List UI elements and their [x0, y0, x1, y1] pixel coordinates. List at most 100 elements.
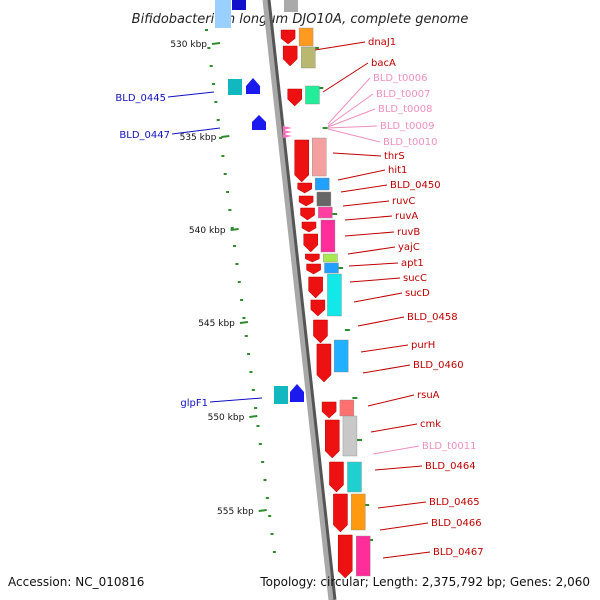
label-leader [353, 292, 403, 303]
label-leader [337, 169, 386, 181]
accession-text: Accession: NC_010816 [8, 575, 144, 589]
label-leader [342, 200, 390, 207]
scale-tick-major [211, 42, 221, 45]
scale-tick-major [221, 135, 230, 138]
gene-label-ruvb: ruvB [397, 227, 420, 238]
gene-block [284, 0, 298, 12]
gene-block [215, 0, 231, 28]
gene-label-purh: purH [411, 340, 435, 351]
gene-label-yajc: yajC [398, 242, 420, 253]
label-leader [379, 522, 429, 531]
gene-block [327, 273, 342, 317]
gene-arrow [301, 221, 317, 233]
gene-block [315, 177, 330, 191]
label-leader [327, 77, 371, 125]
kbp-label: 530 kbp [170, 40, 207, 50]
kbp-label: 550 kbp [208, 413, 245, 423]
gene-label-bld_0465: BLD_0465 [429, 497, 480, 508]
label-leader [344, 231, 395, 237]
gene-label-ruvc: ruvC [392, 196, 415, 207]
gene-label-bld_t0007: BLD_t0007 [376, 89, 431, 100]
label-leader [327, 128, 381, 143]
gene-block [298, 27, 314, 47]
gene-block [347, 461, 362, 493]
label-leader [332, 152, 382, 157]
kbp-scale-labels: 530 kbp 535 kbp 540 kbp 545 kbp 550 kbp 555 k… [170, 40, 254, 517]
gene-label-ruva: ruvA [395, 211, 418, 222]
gene-arrow [337, 534, 353, 579]
gene-block [355, 535, 371, 577]
gene-label-bld_0447: BLD_0447 [119, 130, 170, 141]
gene-label-bld_0467: BLD_0467 [433, 547, 484, 558]
scale-tick-major [258, 509, 267, 512]
gene-block [342, 415, 358, 457]
label-leader [344, 215, 393, 221]
gene-block [339, 399, 355, 417]
gene-arrow [321, 401, 337, 419]
trna-marker [283, 130, 292, 134]
gene-arrow [316, 343, 332, 383]
gene-arrow [325, 419, 340, 459]
gene-block [312, 137, 327, 177]
gene-block [351, 493, 366, 531]
label-leader-lines [167, 41, 431, 559]
gene-label-hit1: hit1 [388, 165, 407, 176]
gene-arrow [303, 233, 318, 253]
gene-arrow-reverse [252, 115, 266, 130]
label-leader [167, 91, 215, 98]
label-leader [340, 184, 388, 193]
gene-arrow [294, 139, 309, 183]
gene-label-bld_t0009: BLD_t0009 [380, 121, 435, 132]
kbp-label: 555 kbp [217, 507, 254, 517]
gene-block [301, 46, 316, 69]
trna-marker [283, 126, 292, 130]
gene-arrow [306, 263, 321, 275]
scale-tick-major [230, 228, 239, 231]
gene-label-bld_t0006: BLD_t0006 [373, 73, 428, 84]
gene-arrow [318, 374, 330, 382]
topology-text: Topology: circular; Length: 2,375,792 bp… [259, 575, 590, 589]
gene-label-bld_0466: BLD_0466 [431, 518, 482, 529]
gene-arrow [333, 493, 348, 533]
scale-tick-major [249, 415, 258, 418]
scale-ticks [205, 29, 373, 553]
label-leader [377, 501, 427, 509]
gene-label-dnaj1: dnaJ1 [368, 37, 396, 48]
gene-label-rsua: rsuA [417, 390, 440, 401]
gene-arrow [282, 45, 298, 67]
label-leader [314, 41, 366, 51]
gene-label-apt1: apt1 [401, 258, 424, 269]
gene-label-bld_0464: BLD_0464 [425, 461, 476, 472]
trna-marker [283, 134, 292, 138]
map-title: Bifidobacterium longum DJO10A, complete … [132, 12, 469, 27]
label-leader [327, 108, 376, 128]
right-gene-labels: dnaJ1 bacA BLD_t0006 BLD_t0007 BLD_t0008 BLD_… [368, 37, 484, 558]
gene-block [323, 253, 338, 263]
gene-arrow-reverse [246, 78, 260, 94]
label-leader [367, 394, 415, 407]
gene-arrow [329, 461, 344, 493]
gene-block [324, 262, 339, 274]
label-leader [360, 344, 409, 353]
label-leader [374, 465, 423, 471]
gene-arrow [310, 299, 326, 317]
gene-block [232, 0, 246, 10]
gene-label-bld_0445: BLD_0445 [115, 93, 166, 104]
gene-label-bld_0458: BLD_0458 [407, 312, 458, 323]
gene-block [316, 191, 332, 207]
gene-arrow [297, 182, 312, 194]
gene-block [318, 206, 333, 219]
gene-arrow [305, 253, 320, 263]
gene-label-glpf1: glpF1 [180, 398, 208, 409]
gene-label-succ: sucC [403, 273, 427, 284]
label-leader [347, 246, 396, 255]
label-leader [327, 93, 374, 127]
label-leader [209, 397, 263, 403]
gene-label-bld_t0008: BLD_t0008 [378, 104, 433, 115]
gene-label-bld_0450: BLD_0450 [390, 180, 441, 191]
gene-block [274, 386, 288, 404]
kbp-label: 540 kbp [189, 226, 226, 236]
gene-label-baca: bacA [371, 58, 396, 69]
gene-arrow [287, 88, 302, 107]
